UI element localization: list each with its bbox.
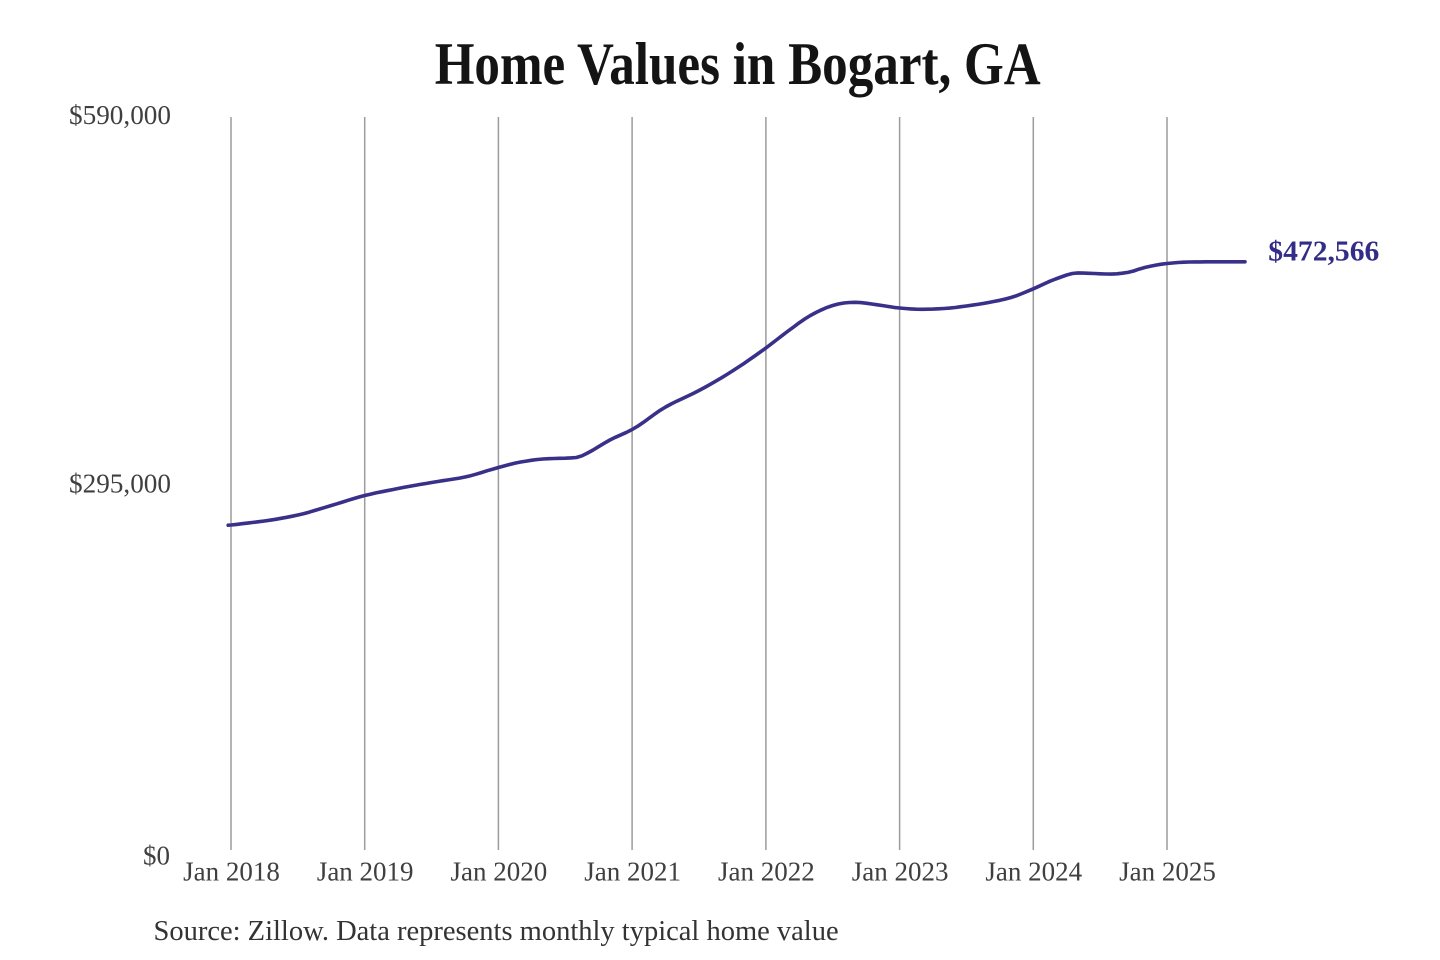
svg-text:$472,566: $472,566 (1268, 236, 1379, 268)
svg-text:Jan 2022: Jan 2022 (718, 856, 815, 886)
svg-text:Jan 2024: Jan 2024 (985, 856, 1082, 886)
svg-text:Jan 2018: Jan 2018 (183, 856, 280, 886)
svg-text:$590,000: $590,000 (69, 100, 171, 130)
svg-text:Home Values in Bogart, GA: Home Values in Bogart, GA (435, 31, 1041, 97)
svg-text:Jan 2023: Jan 2023 (852, 856, 949, 886)
svg-text:$295,000: $295,000 (69, 468, 171, 498)
svg-text:Source: Zillow. Data represent: Source: Zillow. Data represents monthly … (154, 916, 839, 947)
svg-text:Jan 2020: Jan 2020 (451, 856, 548, 886)
svg-text:$0: $0 (143, 840, 170, 870)
svg-text:Jan 2021: Jan 2021 (584, 856, 681, 886)
svg-text:Jan 2019: Jan 2019 (317, 856, 414, 886)
svg-text:Jan 2025: Jan 2025 (1119, 856, 1216, 886)
